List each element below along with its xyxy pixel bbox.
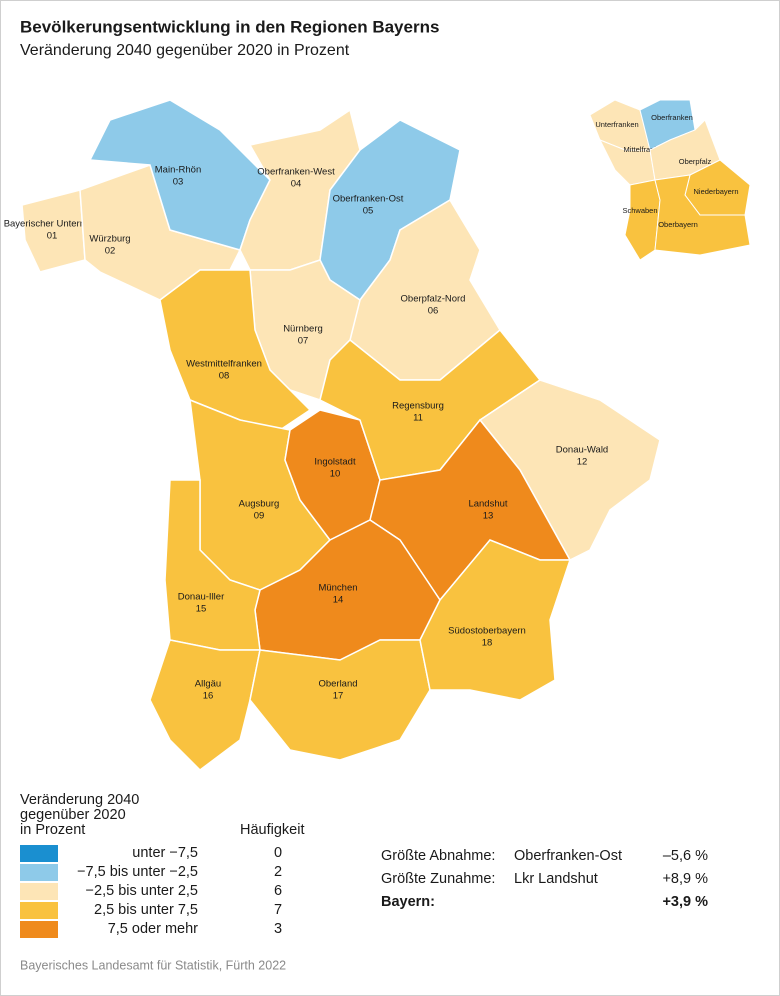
legend-heading: Veränderung 2040: [20, 792, 139, 808]
region-name: Main-Rhön: [155, 165, 201, 176]
inset-name: Mittelfranken: [624, 145, 667, 154]
region-code: 14: [333, 595, 344, 606]
legend-label: 2,5 bis unter 7,5: [94, 902, 198, 918]
region-code: 09: [254, 511, 265, 522]
stat-value: +8,9 %: [662, 871, 708, 887]
region-code: 07: [298, 336, 309, 347]
region-code: 03: [173, 177, 184, 188]
legend-swatch: [20, 902, 58, 919]
legend-heading: gegenüber 2020: [20, 807, 126, 823]
region-code: 13: [483, 511, 494, 522]
region: [419, 539, 572, 701]
region-code: 15: [196, 604, 207, 615]
stat-detail: Oberfranken-Ost: [514, 848, 622, 864]
legend-heading: in Prozent: [20, 822, 85, 838]
legend-swatch: [20, 864, 58, 881]
region-name: Donau-Wald: [556, 445, 608, 456]
region-name: Südostoberbayern: [448, 626, 526, 637]
legend-swatch: [20, 883, 58, 900]
region-code: 04: [291, 179, 302, 190]
inset-name: Oberpfalz: [679, 157, 712, 166]
region-code: 18: [482, 638, 493, 649]
region: [249, 639, 431, 761]
region-code: 12: [577, 457, 588, 468]
inset-name: Unterfranken: [595, 120, 638, 129]
source: Bayerisches Landesamt für Statistik, Für…: [20, 958, 286, 972]
region-code: 06: [428, 306, 439, 317]
region-name: Westmittelfranken: [186, 359, 262, 370]
stat-label: Größte Zunahme:: [381, 871, 495, 887]
region-name: Donau-Iller: [178, 592, 224, 603]
legend-swatch: [20, 921, 58, 938]
region-name: Bayerischer Untermain: [4, 219, 101, 230]
legend-count: 7: [274, 902, 282, 918]
region-name: Allgäu: [195, 679, 221, 690]
region-code: 08: [219, 371, 230, 382]
inset-name: Schwaben: [622, 206, 657, 215]
region: [149, 639, 261, 771]
stat-value: +3,9 %: [662, 894, 708, 910]
region-name: Regensburg: [392, 401, 444, 412]
region-name: Oberpfalz-Nord: [401, 294, 466, 305]
region: [159, 269, 312, 431]
count-heading: Häufigkeit: [240, 822, 304, 838]
legend-swatch: [20, 845, 58, 862]
legend-count: 6: [274, 883, 282, 899]
subtitle: Veränderung 2040 gegenüber 2020 in Proze…: [20, 42, 350, 59]
legend-label: 7,5 oder mehr: [108, 921, 198, 937]
region-code: 05: [363, 206, 374, 217]
legend-label: −2,5 bis unter 2,5: [86, 883, 198, 899]
region-code: 01: [47, 231, 58, 242]
region-code: 16: [203, 691, 214, 702]
region: [164, 479, 261, 651]
legend-label: unter −7,5: [132, 845, 198, 861]
region-name: Landshut: [468, 499, 507, 510]
legend-count: 3: [274, 921, 282, 937]
region-name: Augsburg: [239, 499, 280, 510]
stat-detail: Lkr Landshut: [514, 871, 598, 887]
title: Bevölkerungsentwicklung in den Regionen …: [20, 17, 439, 36]
inset-region: [654, 174, 751, 256]
inset-name: Niederbayern: [693, 187, 738, 196]
region-code: 10: [330, 469, 341, 480]
region-name: Würzburg: [89, 234, 130, 245]
region-name: München: [318, 583, 357, 594]
region-code: 02: [105, 246, 116, 257]
legend-label: −7,5 bis unter −2,5: [77, 864, 198, 880]
stat-label: Bayern:: [381, 894, 435, 910]
stat-label: Größte Abnahme:: [381, 848, 495, 864]
region-name: Oberfranken-Ost: [333, 194, 404, 205]
inset-name: Oberfranken: [651, 113, 693, 122]
inset-name: Oberbayern: [658, 220, 698, 229]
region: [21, 189, 86, 273]
region-name: Ingolstadt: [314, 457, 356, 468]
region-name: Oberland: [318, 679, 357, 690]
region-name: Nürnberg: [283, 324, 323, 335]
legend-count: 2: [274, 864, 282, 880]
legend-count: 0: [274, 845, 282, 861]
stat-value: –5,6 %: [663, 848, 708, 864]
region-code: 17: [333, 691, 344, 702]
region-name: Oberfranken-West: [257, 167, 335, 178]
region-code: 11: [413, 413, 423, 424]
